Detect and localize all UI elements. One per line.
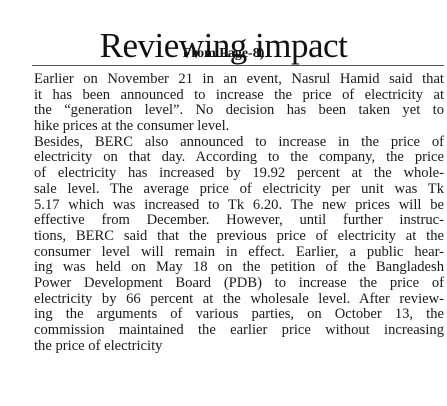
paragraph-line: Besides, BERC also announced to increase… (34, 134, 444, 150)
paragraph-line: Power Development Board (PDB) to increas… (34, 275, 444, 291)
paragraph-line: of electricity has increased by 19.92 pe… (34, 166, 444, 182)
paragraph-line: electricity on that day. According to th… (34, 150, 444, 166)
paragraph-line: sale level. The average price of electri… (34, 181, 444, 197)
paragraph-line: the price of electricity (34, 338, 163, 354)
paragraph-2: Besides, BERC also announced to increase… (34, 135, 444, 355)
paragraph-line: commission maintained the earlier price … (34, 323, 444, 338)
paragraph-line: Earlier on November 21 in an event, Nasr… (34, 72, 444, 87)
paragraph-line: consumer level will remain in effect. Ea… (34, 244, 444, 260)
paragraph-line: electricity by 66 percent at the wholesa… (34, 291, 444, 307)
paragraph-line: 5.17 which was increased to Tk 6.20. The… (34, 197, 444, 213)
paragraph-line: hike prices at the consumer level. (34, 119, 230, 135)
article-body: Earlier on November 21 in an event, Nasr… (34, 72, 444, 354)
paragraph-line: ing was held on May 18 on the petition o… (34, 260, 444, 276)
paragraph-1: Earlier on November 21 in an event, Nasr… (34, 72, 444, 135)
headline: Reviewing impact (99, 26, 348, 66)
paragraph-line: the “generation level”. No decision has … (34, 103, 444, 119)
paragraph-line: effective from December. However, until … (34, 213, 444, 229)
continuation-line: From Page-8) (182, 46, 265, 61)
divider-rule (32, 65, 444, 66)
paragraph-line: it has been announced to increase the pr… (34, 87, 444, 103)
paragraph-line: ing the arguments of various parties, on… (34, 307, 444, 323)
paragraph-line: tions, BERC said that the previous price… (34, 228, 444, 244)
